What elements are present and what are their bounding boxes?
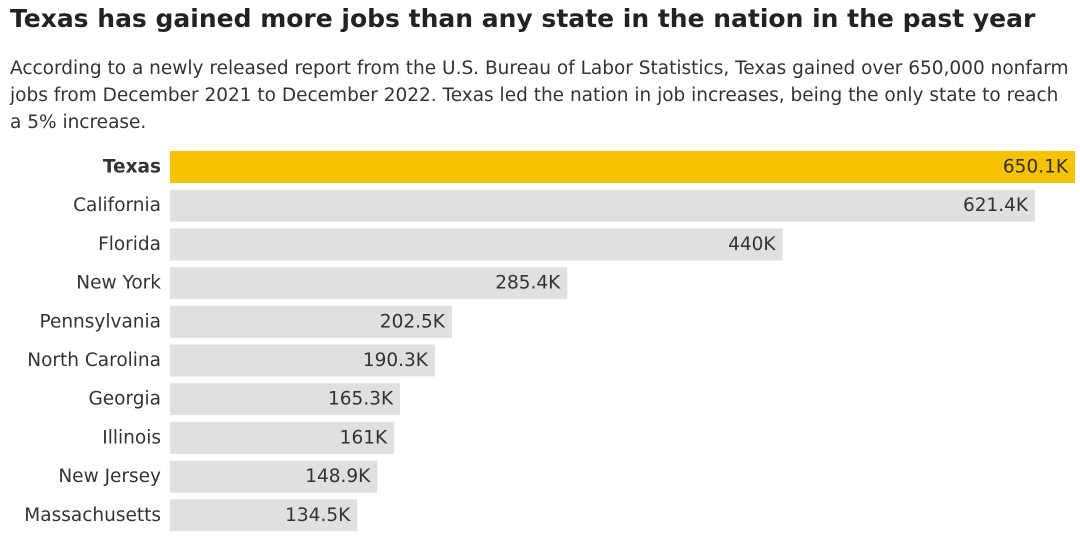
bar <box>170 228 783 261</box>
bar <box>170 151 1075 183</box>
category-label: North Carolina <box>27 350 161 371</box>
category-label: Massachusetts <box>24 505 161 526</box>
chart-subtitle: According to a newly released report fro… <box>10 58 1069 133</box>
value-label: 148.9K <box>305 466 371 487</box>
category-label: Georgia <box>88 389 161 410</box>
value-label: 621.4K <box>963 195 1029 216</box>
bar <box>170 460 378 493</box>
value-label: 440K <box>728 234 776 255</box>
category-label: New Jersey <box>58 466 161 487</box>
category-label: New York <box>76 273 161 294</box>
value-label: 190.3K <box>363 350 429 371</box>
bar <box>170 305 452 338</box>
category-label: California <box>73 195 161 216</box>
bar <box>170 344 435 377</box>
value-label: 165.3K <box>328 389 394 410</box>
value-label: 161K <box>340 427 388 448</box>
category-label: Texas <box>103 157 161 178</box>
bar <box>170 421 395 454</box>
value-label: 134.5K <box>285 505 351 526</box>
bar <box>170 383 401 416</box>
category-label: Florida <box>98 234 161 255</box>
bar <box>170 267 568 300</box>
value-label: 650.1K <box>1003 157 1069 178</box>
value-label: 202.5K <box>380 311 446 332</box>
category-label: Pennsylvania <box>39 311 161 332</box>
bar <box>170 499 358 532</box>
bar <box>170 189 1036 222</box>
chart-title: Texas has gained more jobs than any stat… <box>10 4 1036 33</box>
value-label: 285.4K <box>495 273 561 294</box>
category-label: Illinois <box>102 427 161 448</box>
